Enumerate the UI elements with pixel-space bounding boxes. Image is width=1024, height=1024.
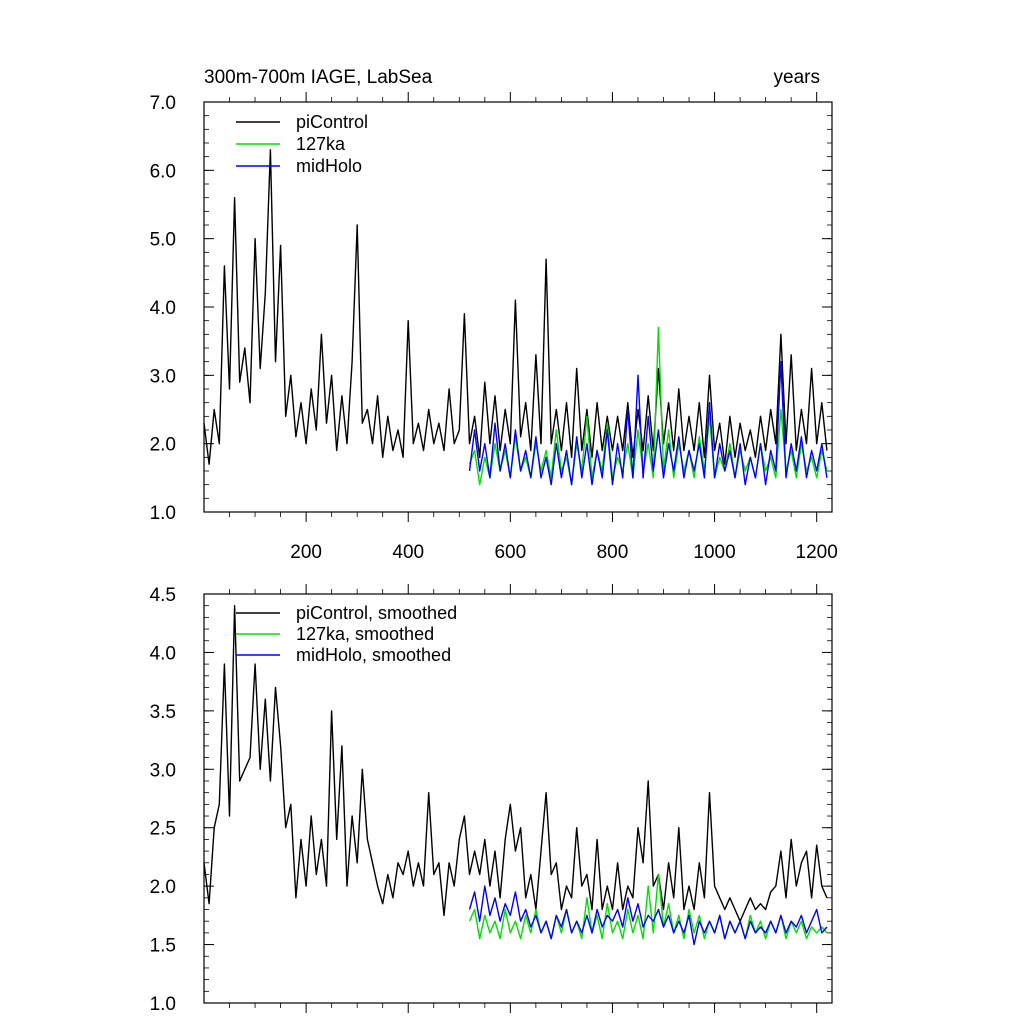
y-tick-label: 1.0	[150, 503, 176, 524]
top-plot-frame	[203, 101, 833, 513]
chart-title: 300m-700m IAGE, LabSea	[204, 67, 433, 88]
y-tick-label: 2.0	[150, 435, 176, 456]
bottom-plot-frame	[203, 593, 833, 1004]
top-panel: 300m-700m IAGE, LabSea years 1.0 2.0 3.0 4.…	[150, 67, 838, 563]
legend-label: midHolo	[296, 156, 362, 176]
series-line-picontrol	[203, 149, 828, 465]
legend-label: piControl, smoothed	[296, 603, 457, 623]
series-line-midholo	[468, 361, 828, 486]
top-axes: 1.0 2.0 3.0 4.0 5.0 6.0 7.0 200 400 600 800 1000 120…	[150, 92, 838, 563]
y-tick-label: 2.0	[150, 877, 176, 898]
y-tick-label: 6.0	[150, 161, 176, 182]
y-tick-label: 3.0	[150, 760, 176, 781]
y-tick-label: 4.0	[150, 643, 176, 664]
y-tick-label: 3.5	[150, 702, 176, 723]
legend-label: 127ka, smoothed	[296, 624, 434, 644]
y-tick-label: 5.0	[150, 230, 176, 251]
x-tick-label: 400	[392, 542, 424, 563]
y-tick-label: 1.5	[150, 936, 176, 957]
top-series-group	[203, 149, 828, 486]
series-line-127ka-smoothed	[468, 873, 828, 940]
legend-label: piControl	[296, 112, 368, 132]
bottom-axes: 1.0 1.5 2.0 2.5 3.0 3.5 4.0 4.5	[150, 584, 832, 1015]
y-tick-label: 7.0	[150, 93, 176, 114]
bottom-series-group	[203, 605, 828, 946]
y-tick-label: 4.0	[150, 298, 176, 319]
y-tick-label: 3.0	[150, 366, 176, 387]
x-tick-label: 800	[597, 542, 629, 563]
series-line-picontrol-smoothed	[203, 605, 828, 922]
chart-right-title: years	[774, 67, 820, 88]
y-tick-label: 1.0	[150, 994, 176, 1015]
y-tick-label: 2.5	[150, 819, 176, 840]
x-tick-label: 600	[494, 542, 526, 563]
x-tick-label: 200	[290, 542, 322, 563]
y-tick-label: 4.5	[150, 585, 176, 606]
x-tick-label: 1000	[693, 542, 735, 563]
legend-label: 127ka	[296, 134, 346, 154]
series-line-midholo-smoothed	[468, 885, 828, 946]
legend-label: midHolo, smoothed	[296, 645, 451, 665]
bottom-panel: 1.0 1.5 2.0 2.5 3.0 3.5 4.0 4.5 piControl, smoo…	[150, 584, 833, 1015]
x-tick-label: 1200	[796, 542, 838, 563]
